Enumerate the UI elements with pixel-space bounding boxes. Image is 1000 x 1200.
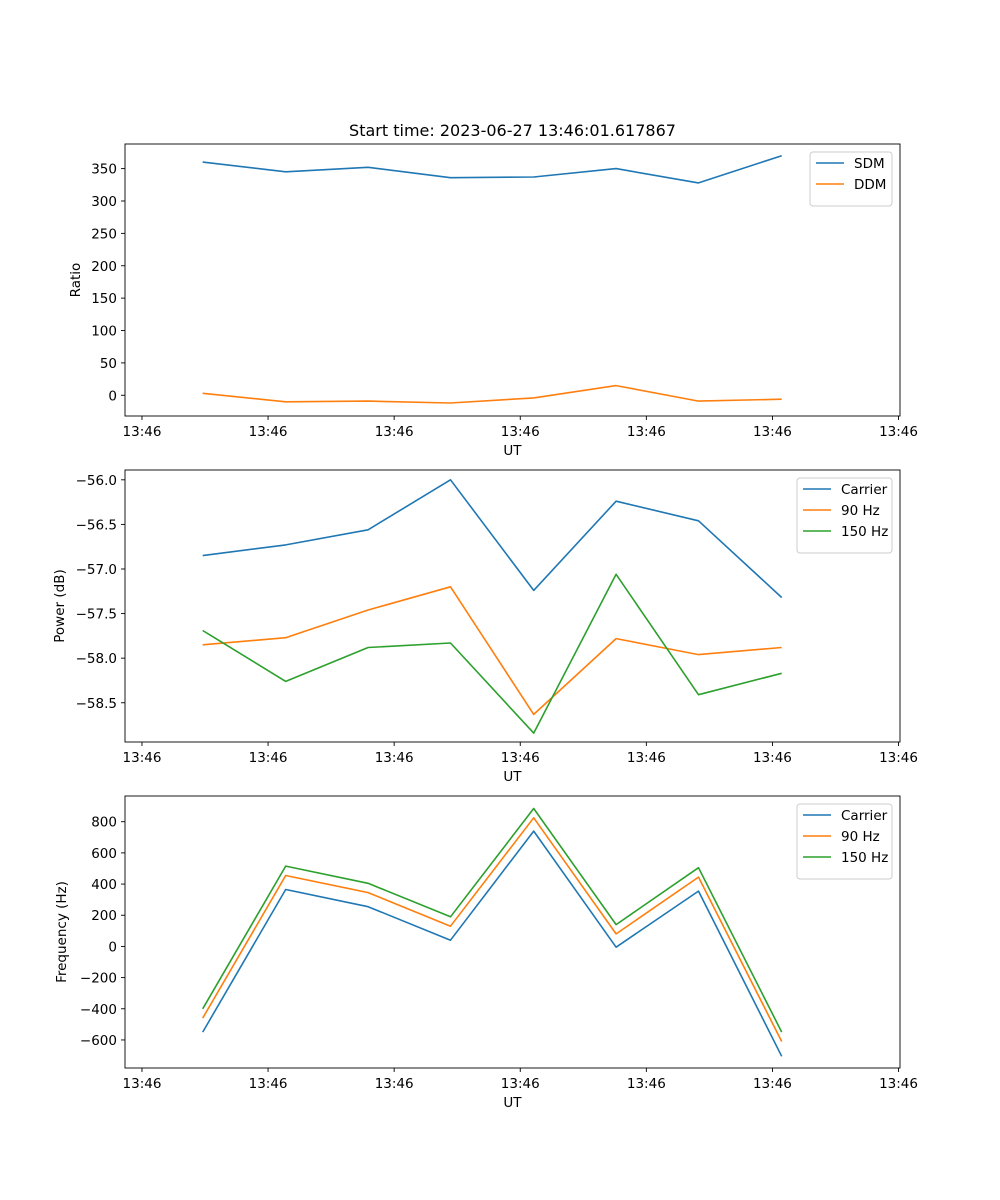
ratio-x-tick-label: 13:46 [879, 424, 918, 440]
subplot-ratio: 13:46 13:46 13:46 13:46 13:46 13:46 13:46 UT 0 50… [68, 143, 918, 459]
freq-y-tick-label: 600 [91, 846, 117, 862]
figure-title: Start time: 2023-06-27 13:46:01.617867 [349, 121, 676, 140]
power-y-tick-label: −56.5 [76, 517, 117, 533]
ratio-series-line-2 [202, 384, 782, 404]
freq-x-tick-label: 13:46 [375, 1076, 414, 1092]
freq-x-tick-label: 13:46 [879, 1076, 918, 1092]
ratio-legend-label: SDM [854, 156, 885, 172]
ratio-series-line-1 [202, 154, 782, 184]
freq-y-tick-label: −400 [80, 1002, 117, 1018]
power-legend-label: 150 Hz [841, 524, 888, 540]
ratio-y-tick-label: 350 [91, 162, 117, 178]
freq-y-axis-label: Frequency (Hz) [54, 881, 70, 983]
ratio-y-tick-label: 100 [91, 324, 117, 340]
power-series-line-2 [202, 585, 782, 716]
power-series-line-3 [202, 573, 782, 734]
freq-y-tick-label: 800 [91, 815, 117, 831]
freq-y-tick-label: −600 [80, 1033, 117, 1049]
power-x-tick-label: 13:46 [753, 750, 792, 766]
ratio-x-tick-label: 13:46 [501, 424, 540, 440]
ratio-x-tick-label: 13:46 [627, 424, 666, 440]
ratio-legend-box [809, 151, 893, 207]
freq-axes-frame [124, 795, 901, 1069]
freq-x-tick-label: 13:46 [501, 1076, 540, 1092]
ratio-x-tick-label: 13:46 [123, 424, 162, 440]
ratio-x-tick-label: 13:46 [375, 424, 414, 440]
freq-series-line-1 [202, 830, 783, 1057]
power-x-axis-label: UT [503, 769, 522, 785]
freq-legend-label: 150 Hz [841, 850, 888, 866]
power-x-tick-label: 13:46 [627, 750, 666, 766]
freq-y-tick-label: −200 [80, 971, 117, 987]
freq-y-tick-label: 0 [108, 939, 117, 955]
power-y-tick-label: −57.0 [76, 562, 117, 578]
freq-series-line-3 [202, 807, 783, 1033]
ratio-y-tick-label: 250 [91, 226, 117, 242]
ratio-y-tick-label: 50 [100, 356, 117, 372]
freq-y-tick-label: 400 [91, 877, 117, 893]
power-x-tick-label: 13:46 [375, 750, 414, 766]
ratio-axes-frame [124, 143, 901, 417]
power-x-tick-label: 13:46 [249, 750, 288, 766]
ratio-legend-label: DDM [854, 177, 886, 193]
freq-x-tick-label: 13:46 [753, 1076, 792, 1092]
ratio-y-tick-label: 200 [91, 259, 117, 275]
freq-series-line-2 [202, 816, 783, 1042]
freq-x-tick-label: 13:46 [123, 1076, 162, 1092]
ratio-x-tick-label: 13:46 [249, 424, 288, 440]
freq-legend-label: 90 Hz [841, 829, 880, 845]
ratio-y-tick-label: 300 [91, 194, 117, 210]
power-legend-label: 90 Hz [841, 503, 880, 519]
ratio-y-axis-label: Ratio [68, 263, 84, 298]
ratio-y-tick-label: 0 [108, 388, 117, 404]
power-legend-box [796, 477, 893, 554]
power-y-tick-label: −58.5 [76, 696, 117, 712]
subplot-power: 13:46 13:46 13:46 13:46 13:46 13:46 13:46 UT −58… [52, 469, 918, 785]
freq-x-tick-label: 13:46 [249, 1076, 288, 1092]
power-x-tick-label: 13:46 [879, 750, 918, 766]
power-y-axis-label: Power (dB) [52, 569, 68, 642]
power-y-tick-label: −57.5 [76, 607, 117, 623]
freq-y-tick-label: 200 [91, 908, 117, 924]
freq-legend-box [796, 803, 893, 880]
power-x-tick-label: 13:46 [501, 750, 540, 766]
power-y-tick-label: −56.0 [76, 473, 117, 489]
power-x-tick-label: 13:46 [123, 750, 162, 766]
ratio-x-axis-label: UT [503, 443, 522, 459]
freq-x-axis-label: UT [503, 1095, 522, 1111]
power-axes-frame [124, 469, 901, 743]
ratio-y-tick-label: 150 [91, 291, 117, 307]
power-legend-label: Carrier [841, 482, 888, 498]
subplot-frequency: 13:46 13:46 13:46 13:46 13:46 13:46 13:46 UT −60… [54, 795, 918, 1111]
freq-x-tick-label: 13:46 [627, 1076, 666, 1092]
freq-legend-label: Carrier [841, 808, 888, 824]
ratio-x-tick-label: 13:46 [753, 424, 792, 440]
power-y-tick-label: −58.0 [76, 651, 117, 667]
power-series-line-1 [202, 478, 783, 599]
